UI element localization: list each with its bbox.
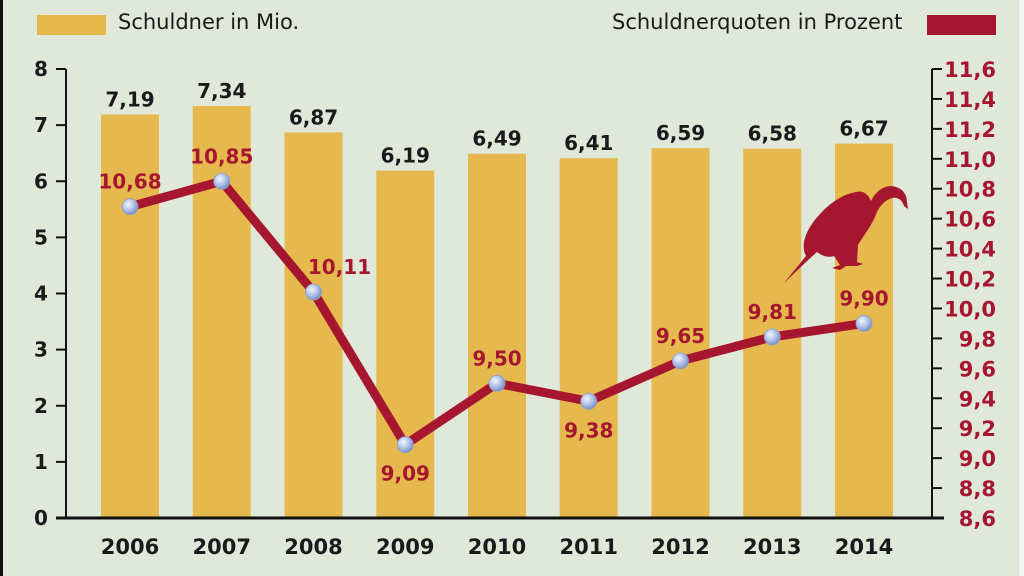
- line-marker: [121, 198, 139, 216]
- bar-value-label: 7,19: [105, 87, 154, 111]
- bar-2006: [101, 114, 159, 519]
- legend-label-bar: Schuldner in Mio.: [118, 10, 300, 34]
- bar-value-label: 7,34: [197, 79, 246, 103]
- right-axis-tick-label: 8,6: [959, 507, 996, 531]
- line-value-label: 10,11: [308, 255, 371, 279]
- line-marker: [763, 328, 781, 346]
- line-series: [121, 172, 873, 454]
- line-marker: [580, 392, 598, 410]
- x-tick-label: 2007: [193, 535, 251, 559]
- left-axis-tick-label: 4: [34, 282, 48, 306]
- bar-value-label: 6,59: [656, 121, 705, 145]
- right-axis-tick-label: 11,2: [944, 118, 996, 142]
- line-value-label: 9,90: [839, 286, 888, 310]
- left-axis-tick-label: 6: [34, 169, 48, 193]
- bar-2011: [559, 158, 618, 518]
- line-value-label: 9,50: [472, 346, 521, 370]
- legend-swatch-line: [927, 15, 996, 35]
- left-axis-tick-label: 5: [34, 225, 48, 249]
- right-axis-tick-label: 11,6: [944, 58, 996, 82]
- x-tick-label: 2009: [376, 535, 434, 559]
- x-tick-label: 2012: [651, 535, 709, 559]
- line-value-label: 9,38: [564, 418, 613, 442]
- right-axis-tick-label: 8,8: [959, 477, 996, 501]
- left-border: [0, 0, 3, 576]
- bar-series: [101, 106, 893, 519]
- x-tick-label: 2008: [284, 535, 342, 559]
- x-tick-label: 2014: [835, 535, 893, 559]
- line-marker: [213, 172, 231, 190]
- right-axis-tick-label: 11,0: [944, 148, 996, 172]
- line-marker: [488, 374, 506, 392]
- left-axis-tick-label: 1: [34, 450, 48, 474]
- right-border: [1019, 0, 1024, 576]
- right-axis-tick-label: 9,8: [959, 327, 996, 351]
- bar-value-label: 6,41: [564, 131, 613, 155]
- left-axis-tick-label: 0: [34, 506, 48, 530]
- right-axis-tick-label: 10,6: [944, 208, 996, 232]
- line-marker: [396, 436, 414, 454]
- line-value-label: 9,09: [381, 462, 430, 486]
- bar-value-label: 6,49: [472, 127, 521, 151]
- line-marker: [672, 352, 689, 370]
- right-axis-tick-label: 9,4: [959, 387, 996, 411]
- right-axis-tick-label: 9,2: [959, 417, 996, 441]
- right-axis-tick-label: 10,4: [944, 238, 996, 262]
- right-axis-tick-label: 9,6: [959, 357, 996, 381]
- x-tick-label: 2010: [468, 535, 526, 559]
- line-value-label: 10,68: [98, 170, 161, 194]
- bar-value-label: 6,58: [748, 122, 797, 146]
- right-axis-tick-label: 11,4: [944, 88, 996, 112]
- left-axis-tick-label: 2: [34, 394, 48, 418]
- right-axis-tick-label: 9,0: [959, 447, 996, 471]
- bar-2009: [376, 170, 435, 518]
- right-axis-tick-label: 10,2: [944, 268, 996, 292]
- line-value-label: 10,85: [190, 144, 253, 168]
- line-marker: [855, 315, 873, 332]
- line-value-label: 9,65: [656, 324, 705, 348]
- bar-value-label: 6,67: [839, 117, 888, 141]
- x-tick-label: 2013: [743, 535, 801, 559]
- line-value-label: 9,81: [748, 300, 797, 324]
- right-axis-tick-label: 10,0: [944, 297, 996, 321]
- left-axis-tick-label: 3: [34, 338, 48, 362]
- left-axis-tick-label: 8: [34, 57, 48, 81]
- bar-2010: [468, 153, 526, 518]
- bar-2012: [651, 148, 710, 519]
- data-labels: 7,19 7,34 6,87 6,19 6,49 6,41 6,59 6,58 6,67 10,6…: [98, 79, 888, 486]
- left-axis-tick-label: 7: [34, 113, 48, 137]
- x-tick-label: 2006: [101, 535, 159, 559]
- axes: 2006 2007 2008 2009 2010 2011 2012 2013 2014 0 1 2 3…: [34, 57, 996, 559]
- bar-value-label: 6,87: [289, 105, 338, 129]
- legend-swatch-bar: [37, 15, 106, 35]
- legend-label-line: Schuldnerquoten in Prozent: [612, 10, 903, 34]
- x-tick-label: 2011: [560, 535, 618, 559]
- vulture-icon: [784, 186, 908, 283]
- bar-value-label: 6,19: [381, 144, 430, 168]
- right-axis-tick-label: 10,8: [944, 178, 996, 202]
- line-marker: [305, 283, 322, 301]
